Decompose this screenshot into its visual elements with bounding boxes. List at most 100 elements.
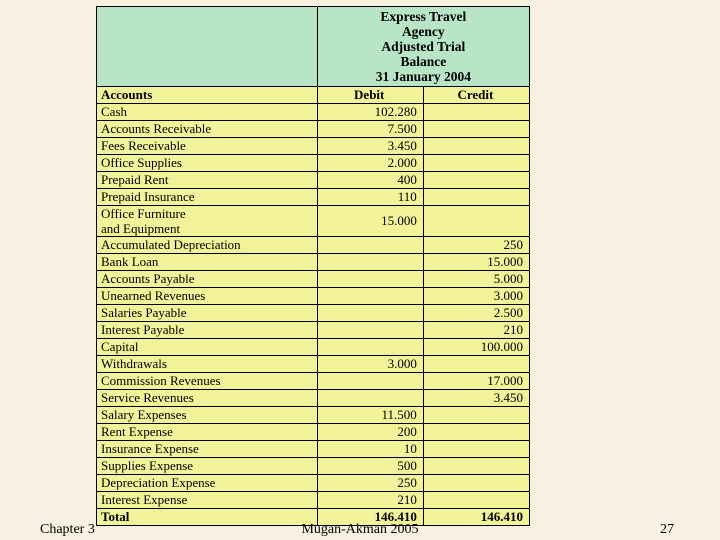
table-row: Interest Expense210 (97, 492, 530, 509)
debit-cell (317, 322, 423, 339)
debit-cell: 3.000 (317, 356, 423, 373)
debit-cell: 200 (317, 424, 423, 441)
debit-cell: 2.000 (317, 155, 423, 172)
table-row: Interest Payable 210 (97, 322, 530, 339)
header-credit: Credit (423, 87, 529, 104)
credit-cell (423, 138, 529, 155)
credit-cell (423, 155, 529, 172)
debit-cell (317, 305, 423, 322)
trial-balance-table: Express Travel Agency Adjusted Trial Bal… (96, 6, 530, 526)
debit-cell: 102.280 (317, 104, 423, 121)
debit-cell (317, 373, 423, 390)
account-cell: Prepaid Insurance (97, 189, 318, 206)
account-cell: Cash (97, 104, 318, 121)
credit-cell (423, 441, 529, 458)
title-line-3: Balance (320, 54, 527, 69)
title-line-0: Express Travel (320, 9, 527, 24)
credit-cell: 2.500 (423, 305, 529, 322)
account-cell: Unearned Revenues (97, 288, 318, 305)
debit-cell (317, 237, 423, 254)
account-cell: Insurance Expense (97, 441, 318, 458)
header-row: Accounts Debit Credit (97, 87, 530, 104)
account-cell: Office Furnitureand Equipment (97, 206, 318, 237)
account-cell: Salary Expenses (97, 407, 318, 424)
title-line-4: 31 January 2004 (320, 69, 527, 84)
table-row: Commission Revenues 17.000 (97, 373, 530, 390)
title-row: Express Travel Agency Adjusted Trial Bal… (97, 7, 530, 87)
credit-cell: 15.000 (423, 254, 529, 271)
table-row: Supplies Expense500 (97, 458, 530, 475)
credit-cell: 100.000 (423, 339, 529, 356)
header-debit: Debit (317, 87, 423, 104)
debit-cell: 15.000 (317, 206, 423, 237)
debit-cell (317, 288, 423, 305)
debit-cell: 11.500 (317, 407, 423, 424)
account-cell: Salaries Payable (97, 305, 318, 322)
account-cell: Commission Revenues (97, 373, 318, 390)
credit-cell (423, 104, 529, 121)
title-left-blank (97, 7, 318, 87)
table-row: Salary Expenses11.500 (97, 407, 530, 424)
credit-cell (423, 492, 529, 509)
account-cell: Interest Expense (97, 492, 318, 509)
credit-cell (423, 356, 529, 373)
table-row: Service Revenues 3.450 (97, 390, 530, 407)
credit-cell (423, 458, 529, 475)
account-cell: Depreciation Expense (97, 475, 318, 492)
credit-cell (423, 407, 529, 424)
table-row: Prepaid Rent400 (97, 172, 530, 189)
account-cell: Prepaid Rent (97, 172, 318, 189)
table-row: Unearned Revenues 3.000 (97, 288, 530, 305)
account-cell: Interest Payable (97, 322, 318, 339)
header-accounts: Accounts (97, 87, 318, 104)
credit-cell: 210 (423, 322, 529, 339)
table-row: Office Supplies2.000 (97, 155, 530, 172)
credit-cell: 3.000 (423, 288, 529, 305)
footer-right: 27 (660, 522, 674, 538)
account-cell: Accounts Payable (97, 271, 318, 288)
account-cell: Withdrawals (97, 356, 318, 373)
table-row: Withdrawals3.000 (97, 356, 530, 373)
account-cell: Rent Expense (97, 424, 318, 441)
title-line-2: Adjusted Trial (320, 39, 527, 54)
debit-cell (317, 390, 423, 407)
table-row: Depreciation Expense250 (97, 475, 530, 492)
table-row: Accumulated Depreciation250 (97, 237, 530, 254)
account-cell: Accounts Receivable (97, 121, 318, 138)
account-cell: Fees Receivable (97, 138, 318, 155)
debit-cell: 110 (317, 189, 423, 206)
table-row: Prepaid Insurance110 (97, 189, 530, 206)
account-cell: Bank Loan (97, 254, 318, 271)
account-cell: Supplies Expense (97, 458, 318, 475)
footer-center: Mugan-Akman 2005 (0, 522, 720, 538)
debit-cell: 250 (317, 475, 423, 492)
account-cell: Service Revenues (97, 390, 318, 407)
debit-cell (317, 271, 423, 288)
table-row: Rent Expense200 (97, 424, 530, 441)
debit-cell (317, 339, 423, 356)
debit-cell: 7.500 (317, 121, 423, 138)
credit-cell: 3.450 (423, 390, 529, 407)
debit-cell: 210 (317, 492, 423, 509)
table-row: Accounts Payable5.000 (97, 271, 530, 288)
credit-cell (423, 206, 529, 237)
table-row: Fees Receivable3.450 (97, 138, 530, 155)
debit-cell: 400 (317, 172, 423, 189)
debit-cell: 500 (317, 458, 423, 475)
credit-cell (423, 121, 529, 138)
table-row: Bank Loan 15.000 (97, 254, 530, 271)
credit-cell (423, 475, 529, 492)
account-cell: Capital (97, 339, 318, 356)
debit-cell: 10 (317, 441, 423, 458)
table-row: Capital 100.000 (97, 339, 530, 356)
credit-cell (423, 189, 529, 206)
debit-cell (317, 254, 423, 271)
title-cell: Express Travel Agency Adjusted Trial Bal… (317, 7, 529, 87)
credit-cell (423, 424, 529, 441)
debit-cell: 3.450 (317, 138, 423, 155)
title-line-1: Agency (320, 24, 527, 39)
account-cell: Accumulated Depreciation (97, 237, 318, 254)
table-row: Salaries Payable 2.500 (97, 305, 530, 322)
credit-cell: 17.000 (423, 373, 529, 390)
table-row: Office Furnitureand Equipment15.000 (97, 206, 530, 237)
